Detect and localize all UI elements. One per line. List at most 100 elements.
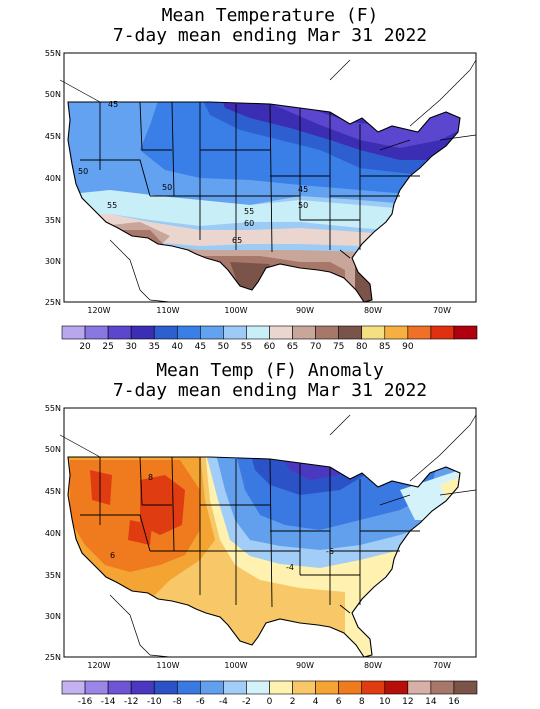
legend-label: -12 — [124, 697, 139, 707]
lat-label: 50N — [45, 90, 61, 99]
legend-label: 2 — [290, 697, 296, 707]
legend-label: 90 — [402, 342, 414, 352]
lat-label: 25N — [45, 653, 61, 662]
legend-label: 60 — [264, 342, 276, 352]
contour-label: 8 — [148, 473, 153, 482]
legend-label: -2 — [242, 697, 251, 707]
legend-swatch — [384, 680, 409, 695]
legend-swatch — [315, 680, 339, 695]
legend-swatch — [361, 680, 386, 695]
contour-label: 45 — [108, 100, 118, 109]
contour-label: -6 — [326, 547, 334, 556]
legend-swatch — [246, 680, 270, 695]
contour-label: 55 — [107, 201, 117, 210]
lat-label: 35N — [45, 571, 61, 580]
lon-label: 120W — [87, 661, 110, 670]
lat-label: 35N — [45, 216, 61, 225]
legend-label: 14 — [425, 697, 437, 707]
contour-label: -4 — [286, 563, 294, 572]
legend-label: -14 — [101, 697, 116, 707]
legend-swatch — [315, 325, 339, 340]
legend-label: -4 — [219, 697, 228, 707]
lon-label: 100W — [224, 306, 247, 315]
legend-swatch — [130, 680, 155, 695]
lat-label: 55N — [45, 404, 61, 413]
contour-label: 45 — [298, 185, 308, 194]
map2-title-line1: Mean Temp (F) Anomaly — [156, 360, 384, 381]
contour-label: 60 — [244, 219, 254, 228]
legend-swatch — [453, 680, 478, 695]
lat-label: 30N — [45, 612, 61, 621]
legend-label: 30 — [125, 342, 137, 352]
lat-label: 45N — [45, 132, 61, 141]
legend-swatch — [153, 680, 178, 695]
map1-lon-labels: 120W 110W 100W 90W 80W 70W — [87, 306, 451, 315]
temperature-map: 45 50 50 55 45 50 55 60 65 55N 50N 45N 4… — [45, 49, 478, 352]
legend-swatch — [176, 325, 201, 340]
legend-label: 6 — [336, 697, 342, 707]
legend-label: 35 — [148, 342, 159, 352]
legend-swatch — [153, 325, 178, 340]
map1-color-legend: 20 25 30 35 40 45 50 55 60 65 70 75 80 85 90 — [61, 325, 478, 352]
legend-swatch — [453, 325, 478, 340]
legend-label: -6 — [196, 697, 205, 707]
contour-label: 50 — [298, 201, 308, 210]
map1-title-line1: Mean Temperature (F) — [161, 5, 379, 26]
lat-label: 25N — [45, 298, 61, 307]
legend-swatch — [338, 325, 363, 340]
lon-label: 70W — [433, 661, 451, 670]
lon-label: 70W — [433, 306, 451, 315]
legend-label: 20 — [79, 342, 91, 352]
map1-title-line2: 7-day mean ending Mar 31 2022 — [112, 25, 428, 46]
legend-swatch — [407, 325, 432, 340]
map1-lat-labels: 55N 50N 45N 40N 35N 30N 25N — [45, 49, 61, 307]
legend-label: 75 — [333, 342, 344, 352]
legend-swatch — [361, 325, 386, 340]
legend-swatch — [107, 680, 132, 695]
legend-swatch — [200, 680, 224, 695]
lon-label: 90W — [296, 306, 314, 315]
legend-swatch — [269, 325, 293, 340]
contour-label: 50 — [78, 167, 88, 176]
legend-label: 16 — [448, 697, 460, 707]
legend-swatch — [107, 325, 132, 340]
legend-swatch — [292, 680, 316, 695]
legend-swatch — [430, 325, 455, 340]
legend-label: 0 — [267, 697, 273, 707]
legend-label: 40 — [172, 342, 184, 352]
contour-label: 65 — [232, 236, 242, 245]
legend-swatch — [200, 325, 224, 340]
legend-swatch — [384, 325, 409, 340]
map1-outlines — [59, 59, 477, 303]
lon-label: 80W — [364, 306, 382, 315]
lon-label: 120W — [87, 306, 110, 315]
lon-label: 80W — [364, 661, 382, 670]
lat-label: 45N — [45, 487, 61, 496]
map2-contour-labels: 8 6 -6 -4 — [110, 473, 334, 572]
legend-swatch — [430, 680, 455, 695]
lon-label: 110W — [156, 661, 179, 670]
lat-label: 40N — [45, 529, 61, 538]
contour-label: 6 — [110, 551, 115, 560]
map2-lat-labels: 55N 50N 45N 40N 35N 30N 25N — [45, 404, 61, 662]
legend-swatch — [84, 680, 109, 695]
contour-label: 50 — [162, 183, 172, 192]
map1-contour-labels: 45 50 50 55 45 50 55 60 65 — [78, 100, 308, 245]
map2-color-legend: -16 -14 -12 -10 -8 -6 -4 -2 0 2 4 6 8 10 12 14 16 — [61, 680, 478, 707]
legend-label: 10 — [379, 697, 391, 707]
legend-swatch — [338, 680, 363, 695]
legend-label: -16 — [78, 697, 93, 707]
lon-label: 90W — [296, 661, 314, 670]
lat-label: 40N — [45, 174, 61, 183]
legend-swatch — [61, 325, 86, 340]
legend-label: 12 — [402, 697, 413, 707]
legend-swatch — [246, 325, 270, 340]
legend-label: 55 — [241, 342, 252, 352]
lon-label: 100W — [224, 661, 247, 670]
legend-swatch — [292, 325, 316, 340]
legend-swatch — [176, 680, 201, 695]
legend-label: 45 — [195, 342, 206, 352]
contour-label: 55 — [244, 207, 254, 216]
legend-label: 85 — [379, 342, 390, 352]
